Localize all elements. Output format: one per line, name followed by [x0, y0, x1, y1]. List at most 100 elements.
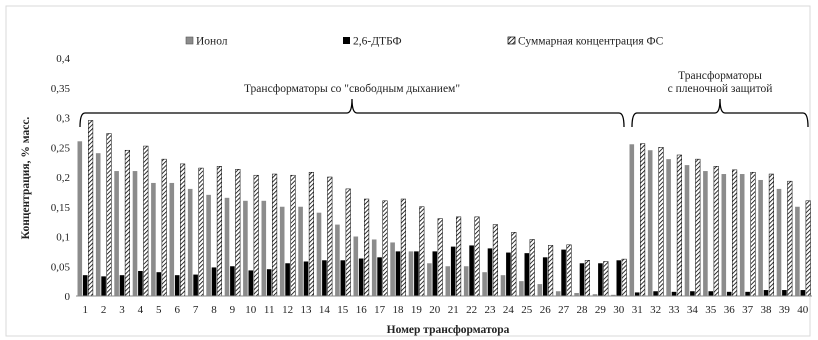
- bar-dtbf: [358, 258, 364, 296]
- bar-dtbf: [506, 252, 511, 296]
- bar-dtbf: [138, 271, 143, 296]
- bar-total: [750, 171, 756, 297]
- bar-dtbf: [230, 266, 235, 296]
- bar-ionol: [611, 294, 616, 296]
- bar-ionol: [77, 141, 83, 296]
- bar-dtbf: [340, 260, 346, 296]
- bar-ionol: [316, 212, 322, 296]
- bar-ionol: [408, 251, 414, 297]
- bar-total: [180, 163, 186, 297]
- bar-dtbf: [782, 290, 787, 296]
- bar-total: [253, 174, 259, 297]
- bar-ionol: [114, 171, 119, 296]
- legend-label-ionol: Ионол: [196, 36, 228, 48]
- x-tick-label: 1: [82, 304, 88, 316]
- bar-total: [308, 171, 314, 297]
- y-tick-label: 0,05: [51, 261, 71, 273]
- bar-total: [88, 120, 94, 297]
- bar-dtbf: [469, 245, 474, 296]
- bar-ionol: [243, 200, 248, 296]
- y-axis-title: Концентрация, % масс.: [20, 117, 32, 240]
- bar-ionol: [739, 174, 745, 296]
- y-tick-label: 0,35: [51, 83, 71, 95]
- bar-total: [584, 260, 590, 297]
- group-annotations: Трансформаторы со "свободным дыханием" Тр…: [79, 70, 809, 128]
- group-label: Трансформаторы со "свободным дыханием": [244, 83, 460, 95]
- x-tick-label: 27: [558, 304, 570, 316]
- bar-ionol: [776, 188, 782, 296]
- bar-total: [695, 158, 701, 297]
- bar-dtbf: [248, 270, 254, 296]
- x-tick-label: 30: [613, 304, 625, 316]
- bar-total: [143, 145, 149, 297]
- bar-total: [272, 173, 278, 297]
- bar-dtbf: [285, 263, 290, 296]
- bar-dtbf: [322, 260, 327, 296]
- x-tick-label: 32: [650, 304, 661, 316]
- bar-dtbf: [156, 272, 162, 296]
- bar-dtbf: [487, 248, 493, 296]
- bar-dtbf: [671, 291, 677, 296]
- bar-total: [124, 149, 130, 297]
- x-tick-label: 15: [337, 304, 349, 316]
- bar-total: [345, 188, 351, 297]
- bar-dtbf: [561, 249, 566, 296]
- x-tick-label: 26: [540, 304, 552, 316]
- bar-ionol: [224, 197, 230, 296]
- y-tick-label: 0: [65, 291, 71, 303]
- bar-ionol: [335, 224, 340, 296]
- bar-ionol: [795, 206, 800, 296]
- bar-ionol: [703, 171, 708, 296]
- x-tick-label: 4: [138, 304, 144, 316]
- legend-swatch-dtbf: [343, 37, 350, 44]
- bar-dtbf: [450, 246, 456, 296]
- bar-dtbf: [377, 257, 382, 296]
- legend-label-total: Суммарная концентрация ФС: [518, 36, 664, 48]
- bar-ionol: [463, 266, 469, 296]
- y-tick-label: 0,4: [56, 53, 70, 65]
- bar-ionol: [151, 182, 156, 296]
- bar-total: [382, 200, 388, 297]
- x-tick-label: 23: [485, 304, 497, 316]
- legend-swatch-ionol: [185, 36, 194, 45]
- bar-ionol: [500, 275, 506, 296]
- x-tick-label: 20: [429, 304, 441, 316]
- bar-dtbf: [193, 274, 198, 296]
- bar-dtbf: [745, 291, 750, 296]
- bar-dtbf: [579, 263, 585, 296]
- y-axis-ticks: 0 0,05 0,1 0,15 0,2 0,25 0,3 0,35 0,4: [51, 53, 71, 303]
- bar-ionol: [629, 144, 635, 296]
- bar-dtbf: [432, 251, 438, 297]
- bar-dtbf: [542, 257, 548, 296]
- x-tick-label: 19: [411, 304, 423, 316]
- x-tick-label: 25: [521, 304, 533, 316]
- bar-total: [216, 166, 222, 297]
- y-tick-label: 0,1: [56, 232, 70, 244]
- bar-dtbf: [119, 275, 125, 296]
- x-axis-title: Номер трансформатора: [387, 324, 510, 336]
- bar-dtbf: [524, 253, 530, 296]
- y-tick-label: 0,25: [51, 142, 71, 154]
- bar-dtbf: [211, 267, 217, 296]
- bar-dtbf: [82, 275, 88, 296]
- x-tick-label: 31: [632, 304, 643, 316]
- bar-total: [235, 169, 241, 297]
- bar-ionol: [132, 171, 138, 296]
- y-tick-label: 0,2: [56, 172, 70, 184]
- bar-total: [566, 244, 572, 297]
- bar-total: [327, 176, 333, 297]
- bar-total: [456, 216, 462, 297]
- bar-total: [364, 198, 370, 297]
- bar-total: [400, 198, 406, 297]
- y-tick-label: 0,3: [56, 113, 70, 125]
- bar-total: [161, 158, 167, 297]
- bar-ionol: [721, 174, 727, 296]
- bar-ionol: [353, 236, 359, 296]
- bar-ionol: [279, 206, 285, 296]
- bar-total: [805, 200, 811, 297]
- x-tick-label: 35: [705, 304, 717, 316]
- bar-ionol: [666, 159, 671, 296]
- x-tick-label: 40: [797, 304, 809, 316]
- bar-total: [437, 218, 443, 297]
